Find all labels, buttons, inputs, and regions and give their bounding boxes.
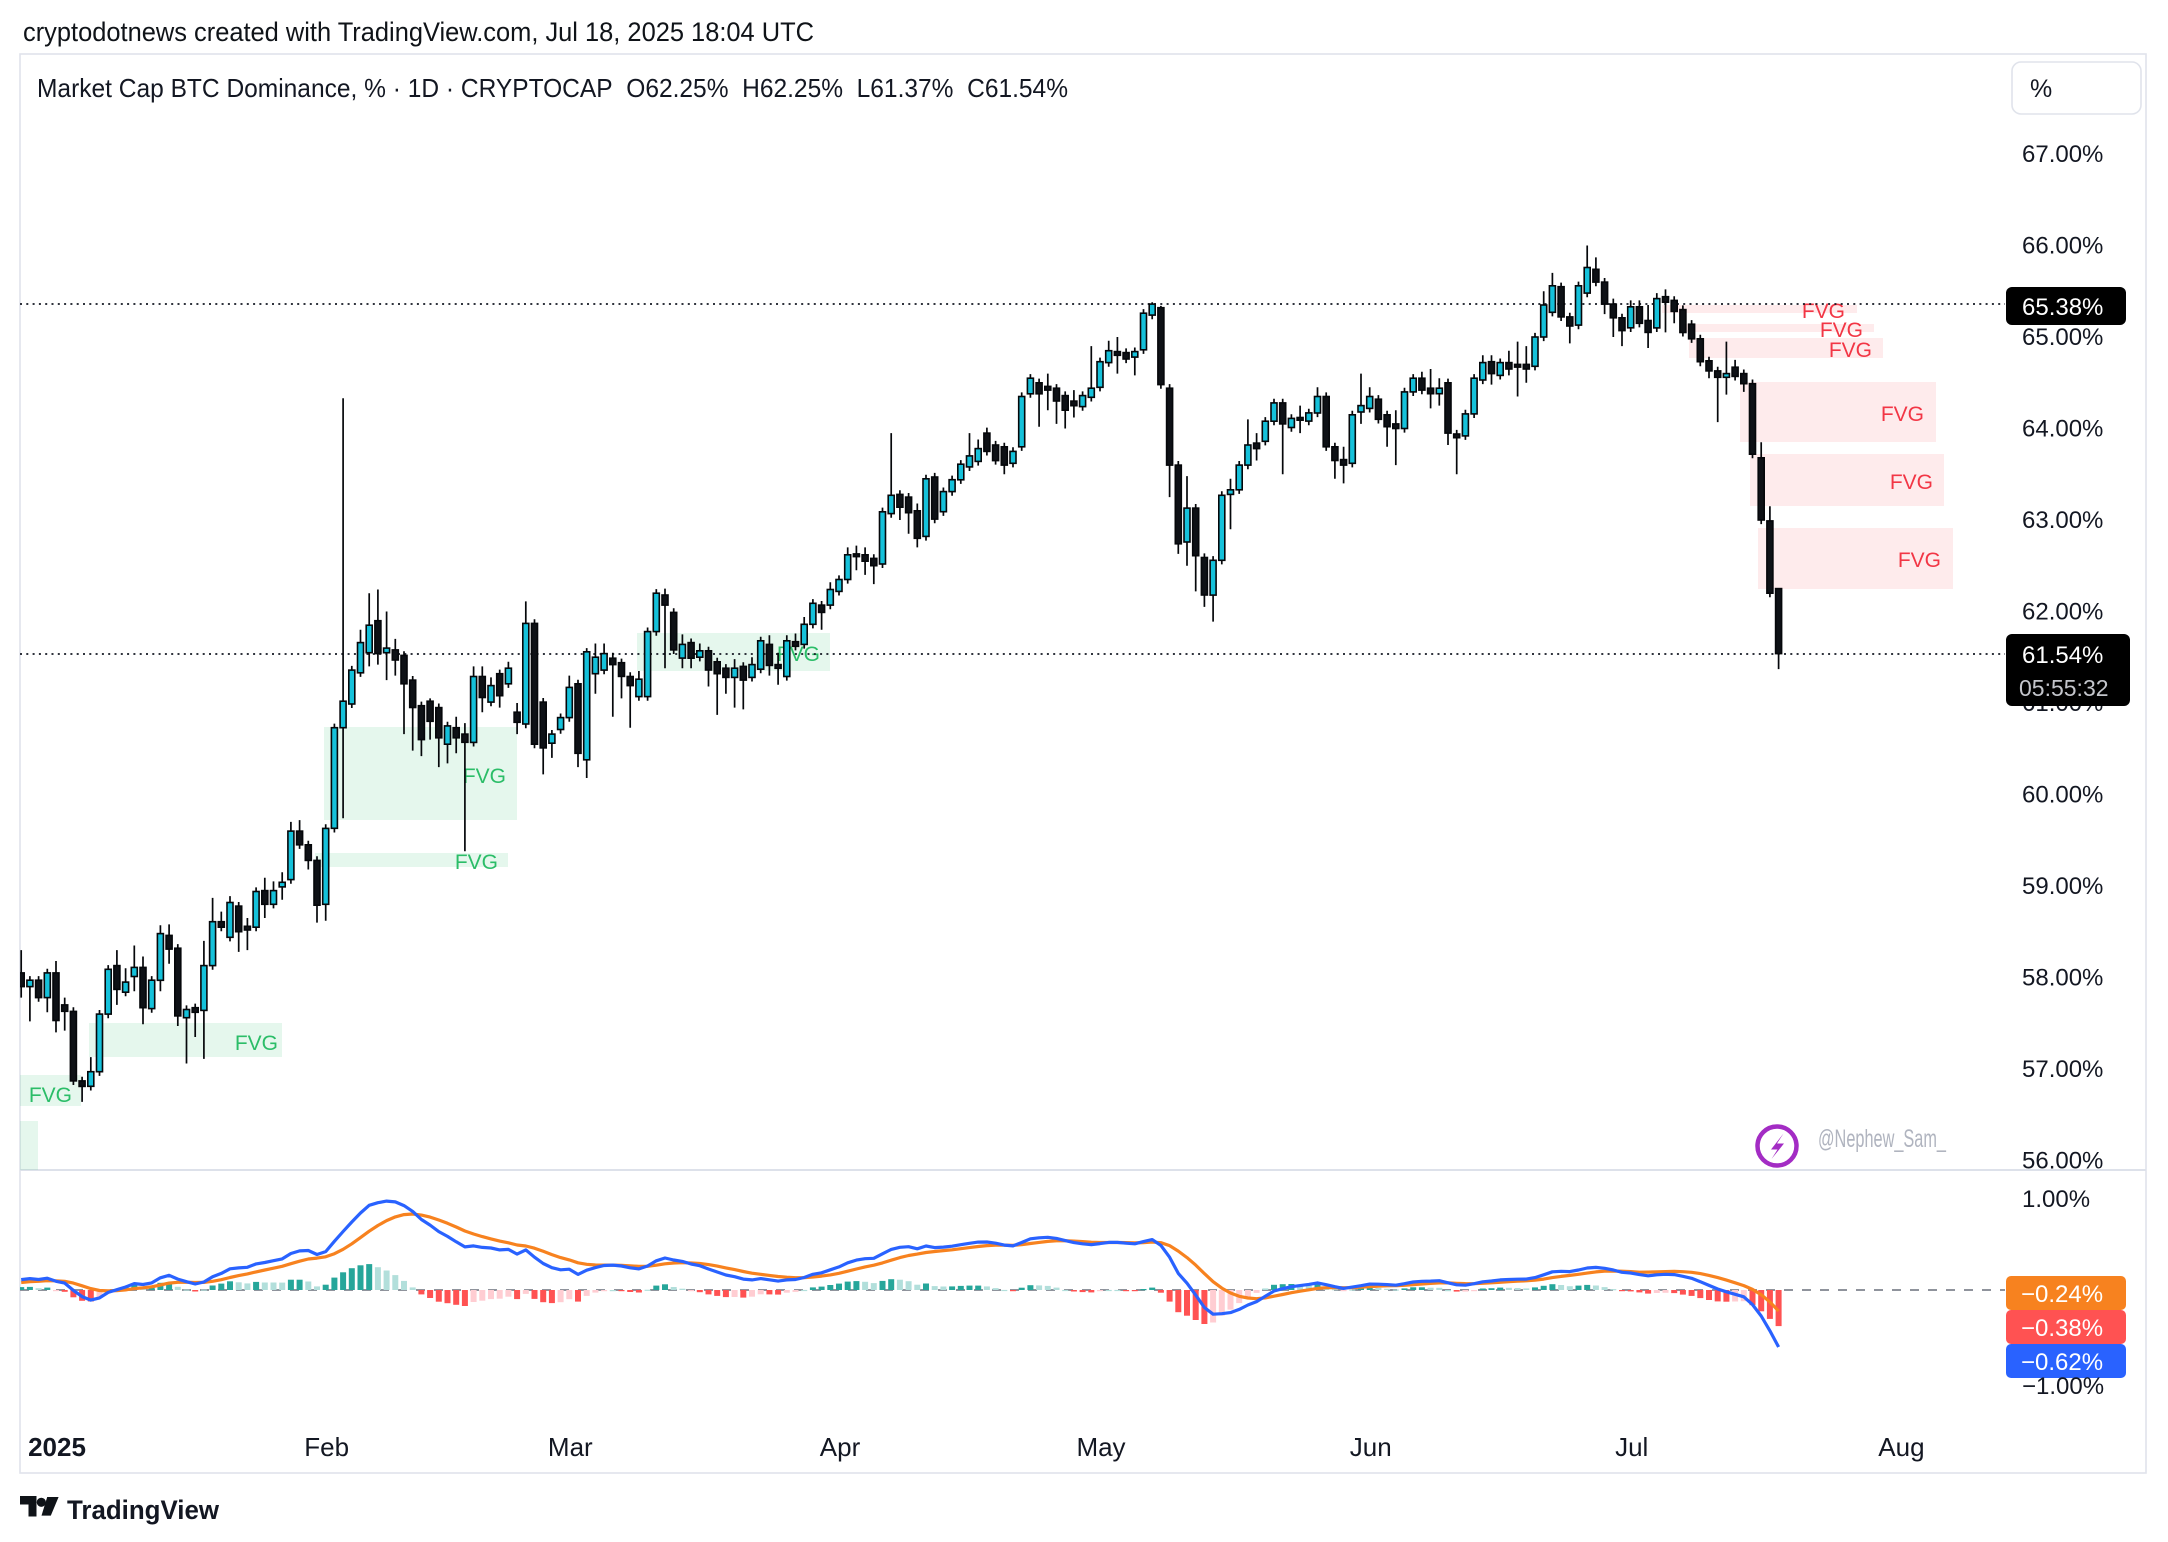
svg-text:65.38%: 65.38% — [2022, 294, 2103, 321]
svg-text:64.00%: 64.00% — [2022, 416, 2103, 443]
svg-text:66.00%: 66.00% — [2022, 233, 2103, 260]
svg-text:TradingView: TradingView — [67, 1495, 220, 1525]
svg-text:FVG: FVG — [455, 851, 498, 874]
svg-text:63.00%: 63.00% — [2022, 507, 2103, 534]
svg-text:−1.00%: −1.00% — [2022, 1373, 2104, 1400]
svg-text:Mar: Mar — [548, 1432, 593, 1462]
svg-text:57.00%: 57.00% — [2022, 1056, 2103, 1083]
svg-text:FVG: FVG — [29, 1084, 72, 1107]
svg-text:61.54%: 61.54% — [2022, 642, 2103, 669]
svg-text:1.00%: 1.00% — [2022, 1186, 2090, 1213]
svg-text:Aug: Aug — [1878, 1432, 1924, 1462]
svg-text:cryptodotnews created with Tra: cryptodotnews created with TradingView.c… — [23, 17, 814, 47]
svg-text:Jun: Jun — [1350, 1432, 1392, 1462]
svg-text:−0.24%: −0.24% — [2021, 1281, 2103, 1308]
svg-text:67.00%: 67.00% — [2022, 141, 2103, 168]
svg-text:Jul: Jul — [1615, 1432, 1648, 1462]
svg-text:FVG: FVG — [1820, 319, 1863, 342]
svg-text:−0.62%: −0.62% — [2021, 1349, 2103, 1376]
svg-text:Market Cap BTC Dominance, % ·: Market Cap BTC Dominance, % · 1D · CRYPT… — [37, 73, 1068, 103]
svg-text:05:55:32: 05:55:32 — [2019, 675, 2109, 701]
svg-text:59.00%: 59.00% — [2022, 873, 2103, 900]
svg-text:%: % — [2030, 75, 2052, 103]
svg-text:Apr: Apr — [820, 1432, 861, 1462]
svg-text:FVG: FVG — [463, 765, 506, 788]
svg-text:FVG: FVG — [1890, 471, 1933, 494]
svg-text:−0.38%: −0.38% — [2021, 1315, 2103, 1342]
svg-text:2025: 2025 — [28, 1432, 86, 1462]
svg-text:58.00%: 58.00% — [2022, 965, 2103, 992]
svg-text:62.00%: 62.00% — [2022, 599, 2103, 626]
svg-text:FVG: FVG — [1881, 403, 1924, 426]
svg-text:@Nephew_Sam_: @Nephew_Sam_ — [1818, 1125, 1947, 1153]
svg-text:May: May — [1076, 1432, 1125, 1462]
svg-text:FVG: FVG — [1898, 549, 1941, 572]
svg-text:65.00%: 65.00% — [2022, 324, 2103, 351]
svg-text:Feb: Feb — [304, 1432, 349, 1462]
svg-text:60.00%: 60.00% — [2022, 782, 2103, 809]
svg-text:FVG: FVG — [1829, 339, 1872, 362]
svg-text:FVG: FVG — [1802, 300, 1845, 323]
svg-text:56.00%: 56.00% — [2022, 1148, 2103, 1175]
svg-text:FVG: FVG — [235, 1032, 278, 1055]
